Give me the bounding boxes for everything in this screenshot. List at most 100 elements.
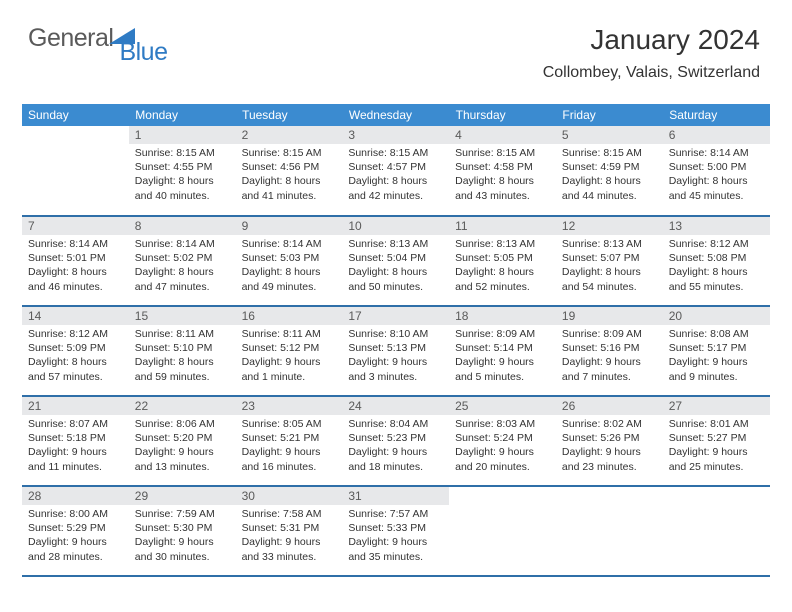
sunset-line: Sunset: 5:01 PM: [28, 252, 106, 264]
sunrise-line: Sunrise: 8:15 AM: [242, 147, 322, 159]
calendar-week-row: 14Sunrise: 8:12 AMSunset: 5:09 PMDayligh…: [22, 306, 770, 396]
daylight-line: Daylight: 9 hours and 3 minutes.: [348, 356, 427, 382]
sunset-line: Sunset: 5:04 PM: [348, 252, 426, 264]
day-data: Sunrise: 8:14 AMSunset: 5:03 PMDaylight:…: [236, 235, 343, 298]
day-data: Sunrise: 8:02 AMSunset: 5:26 PMDaylight:…: [556, 415, 663, 478]
sunset-line: Sunset: 5:20 PM: [135, 432, 213, 444]
day-data: Sunrise: 8:07 AMSunset: 5:18 PMDaylight:…: [22, 415, 129, 478]
sunrise-line: Sunrise: 8:11 AM: [135, 328, 214, 340]
sunrise-line: Sunrise: 7:59 AM: [135, 508, 215, 520]
calendar-day-cell: [449, 486, 556, 576]
day-number: 26: [556, 397, 663, 415]
daylight-line: Daylight: 9 hours and 33 minutes.: [242, 536, 321, 562]
calendar-day-cell: 29Sunrise: 7:59 AMSunset: 5:30 PMDayligh…: [129, 486, 236, 576]
location-text: Collombey, Valais, Switzerland: [543, 64, 760, 82]
sunrise-line: Sunrise: 8:00 AM: [28, 508, 108, 520]
day-data: Sunrise: 8:15 AMSunset: 4:59 PMDaylight:…: [556, 144, 663, 207]
sunset-line: Sunset: 5:13 PM: [348, 342, 426, 354]
daylight-line: Daylight: 8 hours and 40 minutes.: [135, 175, 214, 201]
calendar-day-cell: 27Sunrise: 8:01 AMSunset: 5:27 PMDayligh…: [663, 396, 770, 486]
calendar-day-cell: [663, 486, 770, 576]
day-data: Sunrise: 8:15 AM Sunset: 4:55 PM Daylight:…: [129, 144, 236, 207]
day-number: 17: [342, 307, 449, 325]
sunset-line: Sunset: 5:27 PM: [669, 432, 747, 444]
sunset-line: Sunset: 5:26 PM: [562, 432, 640, 444]
day-data: Sunrise: 8:13 AMSunset: 5:05 PMDaylight:…: [449, 235, 556, 298]
day-data: Sunrise: 8:11 AMSunset: 5:12 PMDaylight:…: [236, 325, 343, 388]
sunset-line: Sunset: 5:17 PM: [669, 342, 747, 354]
calendar-day-cell: 21Sunrise: 8:07 AMSunset: 5:18 PMDayligh…: [22, 396, 129, 486]
sunset-line: Sunset: 5:31 PM: [242, 522, 320, 534]
sunrise-line: Sunrise: 7:57 AM: [348, 508, 428, 520]
sunrise-line: Sunrise: 8:11 AM: [242, 328, 321, 340]
daylight-line: Daylight: 8 hours and 45 minutes.: [669, 175, 748, 201]
daylight-line: Daylight: 8 hours and 59 minutes.: [135, 356, 214, 382]
day-data: Sunrise: 8:03 AMSunset: 5:24 PMDaylight:…: [449, 415, 556, 478]
page-header: January 2024 Collombey, Valais, Switzerl…: [543, 24, 760, 82]
sunset-line: Sunset: 5:23 PM: [348, 432, 426, 444]
calendar-day-cell: 2Sunrise: 8:15 AMSunset: 4:56 PMDaylight…: [236, 126, 343, 216]
day-number: 14: [22, 307, 129, 325]
day-number: 25: [449, 397, 556, 415]
month-title: January 2024: [543, 24, 760, 56]
day-data: Sunrise: 8:09 AMSunset: 5:16 PMDaylight:…: [556, 325, 663, 388]
day-data: Sunrise: 8:11 AM Sunset: 5:10 PM Daylight:…: [129, 325, 236, 388]
day-data: Sunrise: 8:08 AM Sunset: 5:17 PM Daylight:…: [663, 325, 770, 388]
day-number: 18: [449, 307, 556, 325]
day-data: Sunrise: 8:05 AMSunset: 5:21 PMDaylight:…: [236, 415, 343, 478]
day-number: 4: [449, 126, 556, 144]
daylight-line: Daylight: 8 hours and 42 minutes.: [348, 175, 427, 201]
daylight-line: Daylight: 9 hours and 7 minutes.: [562, 356, 641, 382]
sunset-line: Sunset: 4:55 PM: [135, 161, 213, 173]
daylight-line: Daylight: 9 hours and 5 minutes.: [455, 356, 534, 382]
daylight-line: Daylight: 8 hours and 47 minutes.: [135, 266, 214, 292]
sunset-line: Sunset: 5:07 PM: [562, 252, 640, 264]
sunset-line: Sunset: 5:10 PM: [135, 342, 213, 354]
weekday-header: Thursday: [449, 104, 556, 126]
weekday-header: Friday: [556, 104, 663, 126]
day-data: Sunrise: 8:14 AMSunset: 5:00 PMDaylight:…: [663, 144, 770, 207]
daylight-line: Daylight: 9 hours and 9 minutes.: [669, 356, 748, 382]
logo: General Blue: [28, 24, 188, 53]
sunset-line: Sunset: 5:08 PM: [669, 252, 747, 264]
calendar-day-cell: 19Sunrise: 8:09 AMSunset: 5:16 PMDayligh…: [556, 306, 663, 396]
calendar-day-cell: 9Sunrise: 8:14 AMSunset: 5:03 PMDaylight…: [236, 216, 343, 306]
sunset-line: Sunset: 5:33 PM: [348, 522, 426, 534]
calendar-day-cell: 3Sunrise: 8:15 AMSunset: 4:57 PMDaylight…: [342, 126, 449, 216]
sunrise-line: Sunrise: 8:08 AM: [669, 328, 749, 340]
calendar-day-cell: 6Sunrise: 8:14 AMSunset: 5:00 PMDaylight…: [663, 126, 770, 216]
day-number: 30: [236, 487, 343, 505]
day-number: 8: [129, 217, 236, 235]
logo-text-general: General: [28, 24, 113, 53]
calendar-day-cell: 25Sunrise: 8:03 AMSunset: 5:24 PMDayligh…: [449, 396, 556, 486]
sunrise-line: Sunrise: 8:14 AM: [242, 238, 322, 250]
sunrise-line: Sunrise: 8:15 AM: [135, 147, 215, 159]
sunset-line: Sunset: 5:30 PM: [135, 522, 213, 534]
day-number: 28: [22, 487, 129, 505]
calendar-day-cell: 30Sunrise: 7:58 AMSunset: 5:31 PMDayligh…: [236, 486, 343, 576]
calendar-day-cell: 11Sunrise: 8:13 AMSunset: 5:05 PMDayligh…: [449, 216, 556, 306]
daylight-line: Daylight: 9 hours and 30 minutes.: [135, 536, 214, 562]
logo-text-blue: Blue: [119, 38, 167, 67]
day-data: Sunrise: 8:14 AMSunset: 5:01 PMDaylight:…: [22, 235, 129, 298]
calendar-week-row: 28Sunrise: 8:00 AMSunset: 5:29 PMDayligh…: [22, 486, 770, 576]
day-number: 20: [663, 307, 770, 325]
day-data: Sunrise: 8:01 AMSunset: 5:27 PMDaylight:…: [663, 415, 770, 478]
calendar-day-cell: 18Sunrise: 8:09 AMSunset: 5:14 PMDayligh…: [449, 306, 556, 396]
daylight-line: Daylight: 9 hours and 1 minute.: [242, 356, 321, 382]
day-number: 5: [556, 126, 663, 144]
sunset-line: Sunset: 4:57 PM: [348, 161, 426, 173]
sunset-line: Sunset: 5:09 PM: [28, 342, 106, 354]
calendar-day-cell: 7Sunrise: 8:14 AMSunset: 5:01 PMDaylight…: [22, 216, 129, 306]
day-number: 13: [663, 217, 770, 235]
calendar-day-cell: 4Sunrise: 8:15 AMSunset: 4:58 PMDaylight…: [449, 126, 556, 216]
sunset-line: Sunset: 5:18 PM: [28, 432, 106, 444]
day-number: 1: [129, 126, 236, 144]
daylight-line: Daylight: 9 hours and 18 minutes.: [348, 446, 427, 472]
sunset-line: Sunset: 5:24 PM: [455, 432, 533, 444]
weekday-header: Sunday: [22, 104, 129, 126]
day-number: 21: [22, 397, 129, 415]
day-number: 22: [129, 397, 236, 415]
day-data: Sunrise: 7:57 AMSunset: 5:33 PMDaylight:…: [342, 505, 449, 568]
day-data: Sunrise: 8:13 AMSunset: 5:04 PMDaylight:…: [342, 235, 449, 298]
